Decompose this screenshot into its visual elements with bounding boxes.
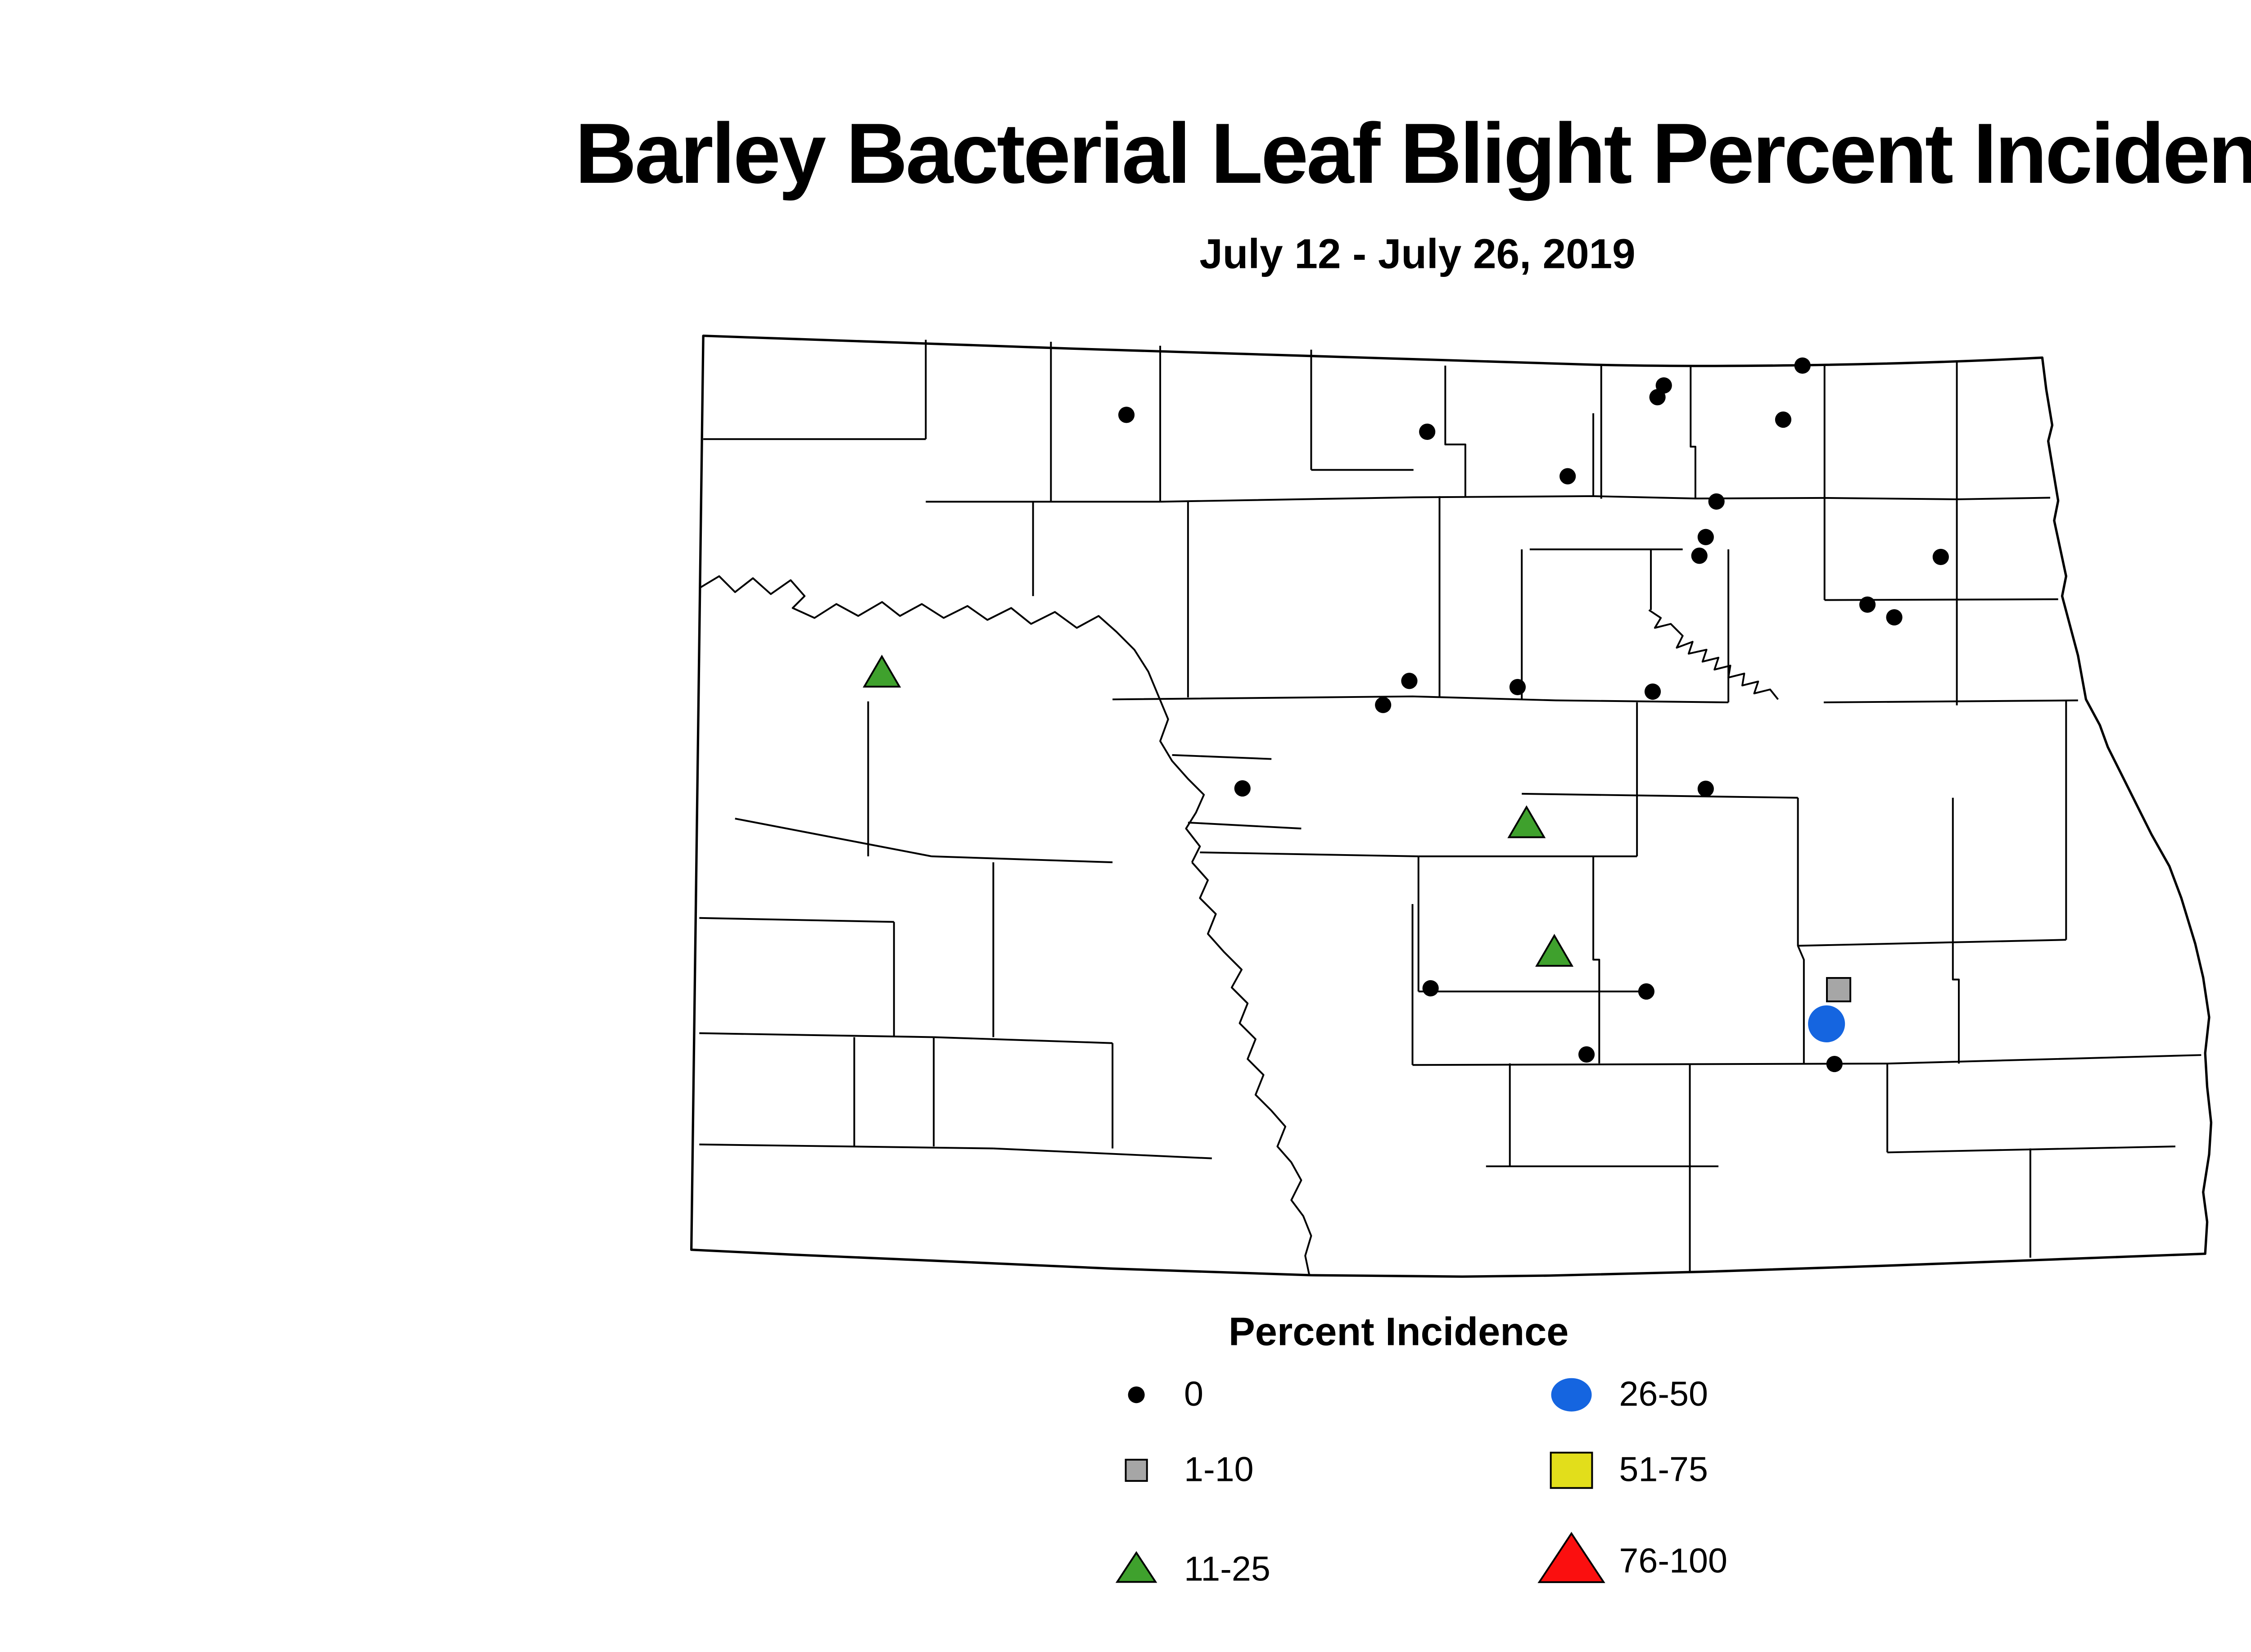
marker-circle <box>1551 1378 1592 1412</box>
marker-dot <box>1128 1386 1145 1403</box>
figure-subtitle: July 12 - July 26, 2019 <box>1199 232 1636 278</box>
marker-dot <box>1826 1055 1843 1073</box>
marker-triangle <box>863 654 901 688</box>
marker-dot <box>1638 983 1654 1000</box>
marker-dot <box>1691 548 1708 564</box>
red-triangle-icon <box>1532 1526 1611 1598</box>
black-dot-icon <box>1097 1359 1176 1430</box>
marker-dot <box>1401 673 1418 689</box>
marker-dot <box>1375 697 1392 713</box>
marker-square <box>1125 1458 1148 1482</box>
marker-triangle <box>1507 805 1546 838</box>
legend-label: 76-100 <box>1619 1541 1727 1581</box>
marker-dot <box>1644 683 1661 700</box>
legend-label: 11-25 <box>1184 1548 1270 1589</box>
marker-dot <box>1708 493 1725 510</box>
marker-dot <box>1697 780 1714 797</box>
marker-dot <box>1932 548 1949 566</box>
marker-dot <box>1649 389 1666 406</box>
marker-dot <box>1794 357 1811 374</box>
marker-dot <box>1578 1046 1595 1063</box>
marker-dot <box>1422 980 1439 997</box>
county-boundaries <box>699 339 2201 1272</box>
legend-label: 51-75 <box>1619 1449 1708 1489</box>
marker-square <box>1826 977 1852 1003</box>
marker-triangle <box>1535 933 1574 967</box>
marker-circle <box>1808 1005 1845 1042</box>
marker-dot <box>1509 679 1526 696</box>
marker-dot <box>1234 780 1251 797</box>
marker-dot <box>1697 529 1714 545</box>
marker-dot <box>1886 609 1903 626</box>
marker-dot <box>1419 423 1436 440</box>
state-outline <box>690 335 2213 1278</box>
marker-triangle <box>1115 1551 1157 1583</box>
legend-label: 26-50 <box>1619 1374 1708 1414</box>
gray-square-icon <box>1097 1435 1176 1506</box>
legend-title: Percent Incidence <box>1228 1311 1569 1355</box>
marker-triangle <box>1537 1532 1605 1583</box>
marker-dot <box>1559 468 1576 484</box>
incidence-markers <box>863 357 1949 1073</box>
river-boundaries <box>699 575 1779 1275</box>
legend-label: 0 <box>1184 1374 1203 1414</box>
legend-label: 1-10 <box>1184 1449 1254 1489</box>
figure-title: Barley Bacterial Leaf Blight Percent Inc… <box>575 107 2251 203</box>
north-dakota-county-map <box>690 335 2213 1278</box>
marker-dot <box>1118 407 1135 423</box>
green-triangle-icon <box>1097 1534 1176 1606</box>
yellow-square-icon <box>1532 1435 1611 1506</box>
marker-square <box>1550 1452 1593 1489</box>
blue-circle-icon <box>1532 1359 1611 1430</box>
marker-dot <box>1775 411 1792 428</box>
marker-dot <box>1859 596 1876 613</box>
